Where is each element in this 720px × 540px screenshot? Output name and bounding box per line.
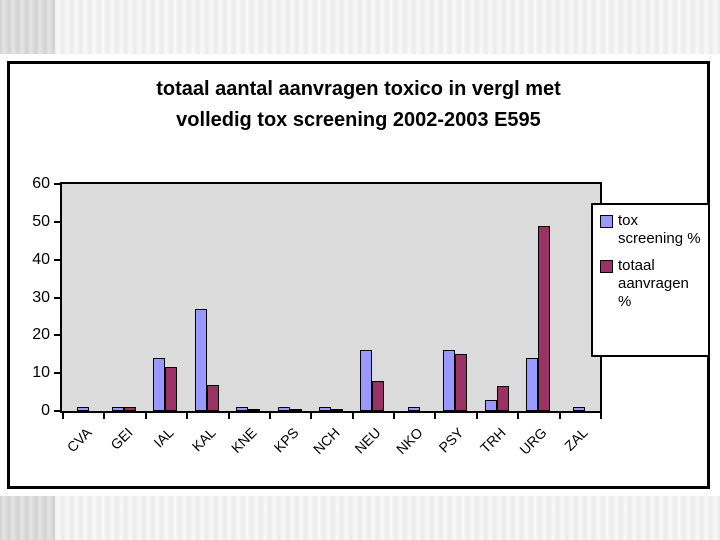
- legend-swatch-icon: [600, 260, 613, 273]
- bar-nch-tox-screening: [318, 407, 331, 411]
- bar-ial-totaal-aanvragen: [165, 367, 178, 411]
- x-axis-tick: [227, 413, 230, 419]
- legend-label: totaal aanvragen %: [618, 257, 689, 310]
- bar-zal-tox-screening: [573, 407, 586, 411]
- x-axis-tick: [475, 413, 478, 419]
- bar-neu-totaal-aanvragen: [372, 381, 385, 411]
- category-slot-urg: [517, 184, 558, 411]
- background-stripes-bottom: [0, 496, 720, 540]
- x-axis-tick: [434, 413, 437, 419]
- bar-neu-tox-screening: [360, 350, 373, 411]
- category-slot-nch: [310, 184, 351, 411]
- y-axis-tick: [54, 334, 60, 337]
- background-stripes-top: [0, 0, 720, 54]
- y-axis-tick: [54, 410, 60, 412]
- category-slot-zal: [559, 184, 600, 411]
- x-axis-tick: [268, 413, 271, 419]
- y-axis-tick: [54, 258, 60, 261]
- y-axis-tick: [54, 220, 60, 223]
- bar-nko-tox-screening: [407, 407, 420, 411]
- bar-nch-totaal-aanvragen: [330, 409, 343, 411]
- legend-item: tox screening %: [600, 212, 706, 248]
- x-axis-tick: [103, 413, 106, 419]
- x-axis-tick: [517, 413, 520, 419]
- x-axis-tick: [351, 413, 354, 419]
- bar-psy-tox-screening: [443, 350, 456, 411]
- category-slot-kne: [228, 184, 269, 411]
- bar-kal-totaal-aanvragen: [206, 385, 219, 411]
- bar-trh-totaal-aanvragen: [496, 386, 509, 411]
- bar-urg-totaal-aanvragen: [537, 226, 550, 411]
- x-axis-tick: [186, 413, 189, 419]
- y-axis-tick: [54, 183, 60, 185]
- x-axis-tick: [62, 413, 64, 419]
- y-axis-label: 50: [32, 212, 50, 230]
- background-stripes-bottom-dark: [0, 496, 55, 540]
- chart-title: totaal aantal aanvragen toxico in vergl …: [10, 74, 707, 136]
- x-axis-tick: [310, 413, 313, 419]
- y-axis-label: 10: [32, 364, 50, 382]
- x-axis-tick: [558, 413, 561, 419]
- y-axis-tick: [54, 372, 60, 375]
- background-stripes-top-dark: [0, 0, 55, 54]
- bar-kps-tox-screening: [277, 407, 290, 411]
- y-axis-label: 30: [32, 288, 50, 306]
- bar-kne-tox-screening: [236, 407, 249, 411]
- y-axis-label: 40: [32, 250, 50, 268]
- x-axis-tick: [600, 413, 602, 419]
- bar-psy-totaal-aanvragen: [455, 354, 468, 411]
- category-slot-trh: [476, 184, 517, 411]
- legend-label: tox screening %: [618, 212, 701, 247]
- category-slot-neu: [352, 184, 393, 411]
- y-axis-label: 20: [32, 326, 50, 344]
- category-slot-kal: [186, 184, 227, 411]
- bar-kne-totaal-aanvragen: [248, 409, 261, 411]
- legend-swatch-icon: [600, 215, 613, 228]
- chart-title-line2: volledig tox screening 2002-2003 E595: [176, 109, 541, 131]
- bar-trh-tox-screening: [484, 400, 497, 411]
- chart-frame: totaal aantal aanvragen toxico in vergl …: [7, 61, 710, 489]
- bar-gei-totaal-aanvragen: [124, 407, 137, 411]
- category-slot-gei: [103, 184, 144, 411]
- category-slot-psy: [434, 184, 475, 411]
- y-axis-label: 60: [32, 175, 50, 192]
- chart-title-line1: totaal aantal aanvragen toxico in vergl …: [156, 78, 561, 100]
- x-axis-tick: [393, 413, 396, 419]
- bar-kal-tox-screening: [194, 309, 207, 411]
- bar-cva-tox-screening: [76, 407, 89, 411]
- category-slot-nko: [393, 184, 434, 411]
- x-axis-tick: [144, 413, 147, 419]
- plot-area: [60, 182, 602, 413]
- category-slot-kps: [269, 184, 310, 411]
- legend-item: totaal aanvragen %: [600, 257, 706, 311]
- category-slot-cva: [62, 184, 103, 411]
- bar-gei-tox-screening: [112, 407, 125, 411]
- bar-urg-tox-screening: [525, 358, 538, 411]
- y-axis-tick: [54, 296, 60, 299]
- bar-ial-tox-screening: [153, 358, 166, 411]
- y-axis-label: 0: [41, 402, 50, 419]
- bar-kps-totaal-aanvragen: [289, 409, 302, 411]
- category-slot-ial: [145, 184, 186, 411]
- legend: tox screening % totaal aanvragen %: [591, 203, 710, 357]
